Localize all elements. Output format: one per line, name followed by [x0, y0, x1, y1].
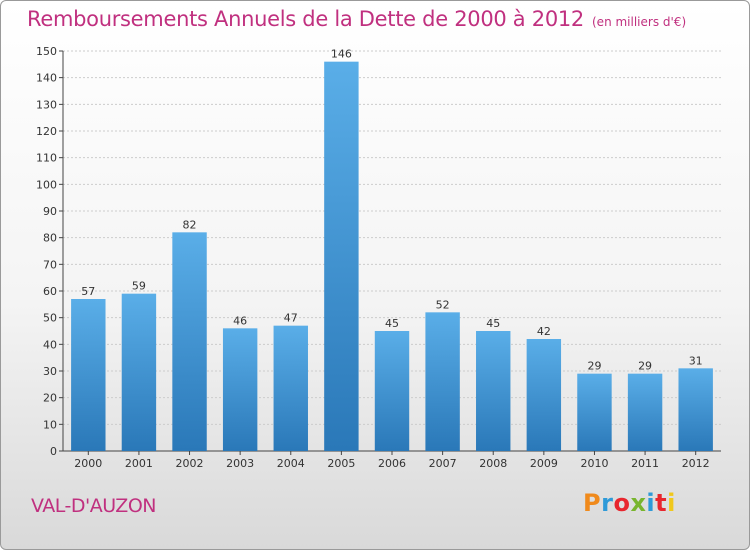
- x-tick-label-2006: 2006: [378, 457, 406, 470]
- logo-letter: t: [655, 489, 668, 517]
- x-tick-label-2004: 2004: [277, 457, 305, 470]
- data-label-2003: 46: [233, 314, 247, 327]
- y-tick-label: 60: [43, 285, 57, 298]
- data-label-2009: 42: [537, 325, 551, 338]
- labels: 57 59 82 46 47 146 45 52 45 42 29 29 31: [81, 48, 702, 373]
- y-tick-label: 20: [43, 392, 57, 405]
- bar-2005: [324, 61, 359, 452]
- x-tick-label-2008: 2008: [479, 457, 507, 470]
- logo-letter: i: [667, 489, 676, 517]
- bar-2002: [172, 232, 207, 451]
- bar-2007: [425, 312, 460, 451]
- logo-letter: P: [583, 489, 602, 517]
- y-tick-label: 140: [36, 72, 57, 85]
- data-label-2007: 52: [436, 298, 450, 311]
- proxiti-logo[interactable]: Proxiti: [583, 489, 676, 517]
- y-tick-label: 90: [43, 205, 57, 218]
- y-tick-label: 120: [36, 125, 57, 138]
- y-tick-label: 0: [50, 445, 57, 458]
- x-tick-label-2009: 2009: [530, 457, 558, 470]
- bar-2006: [374, 331, 410, 451]
- data-label-2001: 59: [132, 280, 146, 293]
- bar-2012: [678, 368, 713, 451]
- bar-2009: [526, 339, 562, 451]
- data-label-2005: 146: [331, 48, 352, 61]
- x-tick-label-2012: 2012: [682, 457, 710, 470]
- y-tick-label: 50: [43, 312, 57, 325]
- data-label-2006: 45: [385, 317, 399, 330]
- x-tick-label-2011: 2011: [631, 457, 659, 470]
- bar-2000: [71, 299, 106, 451]
- x-tick-label-2000: 2000: [74, 457, 102, 470]
- y-tick-label: 30: [43, 365, 57, 378]
- data-label-2008: 45: [486, 317, 500, 330]
- y-tick-label: 40: [43, 338, 57, 351]
- bars: [71, 61, 713, 452]
- chart-subtitle: (en milliers d'€): [592, 15, 687, 29]
- x-tick-label-2002: 2002: [176, 457, 204, 470]
- data-label-2012: 31: [689, 354, 703, 367]
- data-label-2010: 29: [587, 360, 601, 373]
- data-label-2000: 57: [81, 285, 95, 298]
- x-tick-label-2007: 2007: [429, 457, 457, 470]
- bar-2008: [476, 331, 511, 451]
- x-tick-label-2003: 2003: [226, 457, 254, 470]
- bar-2003: [222, 328, 258, 451]
- chart-title: Remboursements Annuels de la Dette de 20…: [27, 7, 686, 31]
- y-tick-label: 80: [43, 232, 57, 245]
- place-name: VAL-D'AUZON: [31, 495, 157, 517]
- data-label-2002: 82: [183, 218, 197, 231]
- axes: 0 10 20 30 40 50 60 70 80 90 100 110 120 130 140 150 200…: [36, 45, 721, 470]
- bar-2004: [273, 325, 308, 451]
- logo-letter: o: [613, 489, 631, 517]
- bar-2001: [121, 293, 157, 451]
- y-tick-label: 110: [36, 152, 57, 165]
- bar-2011: [627, 373, 663, 451]
- bar-2010: [577, 373, 612, 451]
- y-tick-label: 130: [36, 98, 57, 111]
- logo-letter: x: [630, 489, 647, 517]
- logo-letter: r: [601, 489, 614, 517]
- data-label-2004: 47: [284, 312, 298, 325]
- x-tick-label-2005: 2005: [327, 457, 355, 470]
- data-label-2011: 29: [638, 360, 652, 373]
- y-tick-label: 150: [36, 45, 57, 58]
- y-tick-label: 70: [43, 258, 57, 271]
- x-tick-label-2001: 2001: [125, 457, 153, 470]
- y-tick-label: 10: [43, 418, 57, 431]
- y-tick-label: 100: [36, 178, 57, 191]
- x-tick-label-2010: 2010: [580, 457, 608, 470]
- chart-title-text: Remboursements Annuels de la Dette de 20…: [27, 7, 584, 31]
- logo-letter: i: [646, 489, 656, 517]
